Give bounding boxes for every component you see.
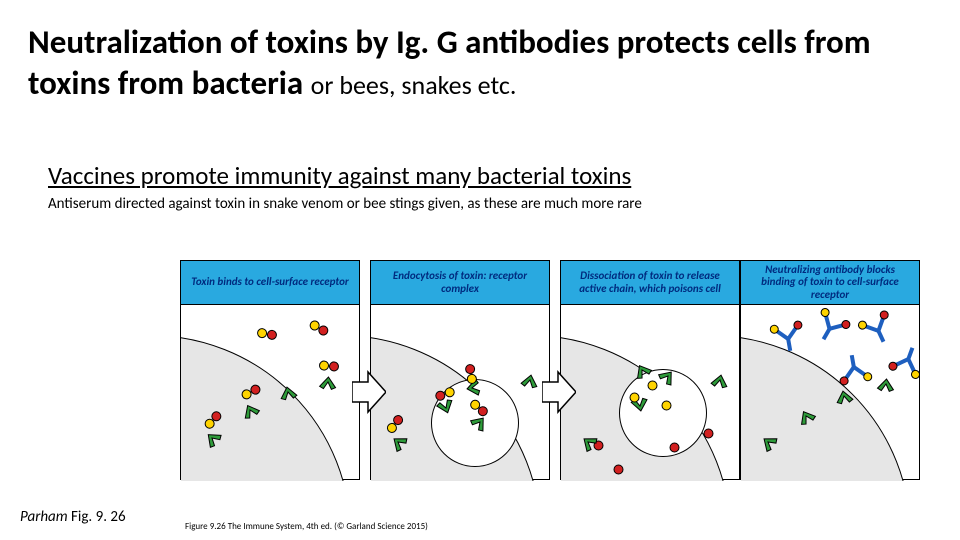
toxin-icon	[203, 411, 223, 434]
panel-4-header: Neutralizing antibody blocks binding of …	[741, 261, 919, 305]
toxin-icon	[385, 415, 405, 438]
panel-1: Toxin binds to cell-surface receptor	[180, 260, 360, 480]
antibody-toxin-icon	[771, 323, 805, 358]
panel-4: Neutralizing antibody blocks binding of …	[740, 260, 920, 480]
toxin-yellow-icon	[661, 397, 672, 416]
panel-2-body	[371, 305, 549, 481]
title-sub: or bees, snakes etc.	[311, 69, 517, 101]
receptor-icon	[797, 409, 815, 428]
antibody-toxin-icon	[891, 345, 919, 380]
receptor-icon	[279, 385, 297, 404]
citation-author: Parham	[20, 508, 68, 526]
citation-fig: Fig. 9. 26	[68, 508, 126, 526]
slide: Neutralization of toxins by Ig. G antibo…	[0, 0, 960, 540]
toxin-red-icon	[613, 461, 624, 480]
receptor-icon	[835, 389, 853, 408]
toxin-icon	[309, 319, 329, 342]
subheading: Vaccines promote immunity against many b…	[48, 160, 918, 191]
cell-membrane	[741, 335, 911, 481]
toxin-icon	[319, 357, 339, 380]
panel-3: Dissociation of toxin to release active …	[560, 260, 740, 480]
arrow-icon	[542, 370, 576, 414]
citation: Parham Fig. 9. 26	[20, 508, 126, 526]
toxin-yellow-icon	[629, 389, 640, 408]
panel-1-header: Toxin binds to cell-surface receptor	[181, 261, 359, 305]
page-title: Neutralization of toxins by Ig. G antibo…	[28, 22, 928, 105]
antibody-toxin-icon	[861, 315, 895, 350]
arrow-icon	[352, 370, 386, 414]
receptor-icon	[759, 435, 777, 454]
caption-text: Antiserum directed against toxin in snak…	[48, 195, 928, 213]
receptor-icon	[521, 373, 539, 392]
toxin-icon	[461, 365, 481, 388]
antibody-toxin-icon	[837, 353, 871, 388]
panel-4-body	[741, 305, 919, 481]
receptor-icon	[711, 373, 729, 392]
toxin-yellow-icon	[647, 377, 658, 396]
toxin-red-icon	[669, 439, 680, 458]
receptor-icon	[579, 435, 597, 454]
toxin-red-icon	[703, 425, 714, 444]
toxin-icon	[241, 383, 261, 406]
panel-2: Endocytosis of toxin: receptor complex	[370, 260, 550, 480]
panel-3-body	[561, 305, 739, 481]
antibody-toxin-icon	[813, 313, 847, 348]
panel-1-body	[181, 305, 359, 481]
toxin-icon	[469, 399, 489, 422]
figure-credit: Figure 9.26 The Immune System, 4th ed. (…	[185, 521, 428, 532]
panel-2-header: Endocytosis of toxin: receptor complex	[371, 261, 549, 305]
toxin-icon	[435, 385, 455, 408]
receptor-icon	[659, 369, 677, 388]
toxin-icon	[257, 325, 277, 348]
panel-3-header: Dissociation of toxin to release active …	[561, 261, 739, 305]
figure-panels: Toxin binds to cell-surface receptor End…	[180, 260, 920, 488]
